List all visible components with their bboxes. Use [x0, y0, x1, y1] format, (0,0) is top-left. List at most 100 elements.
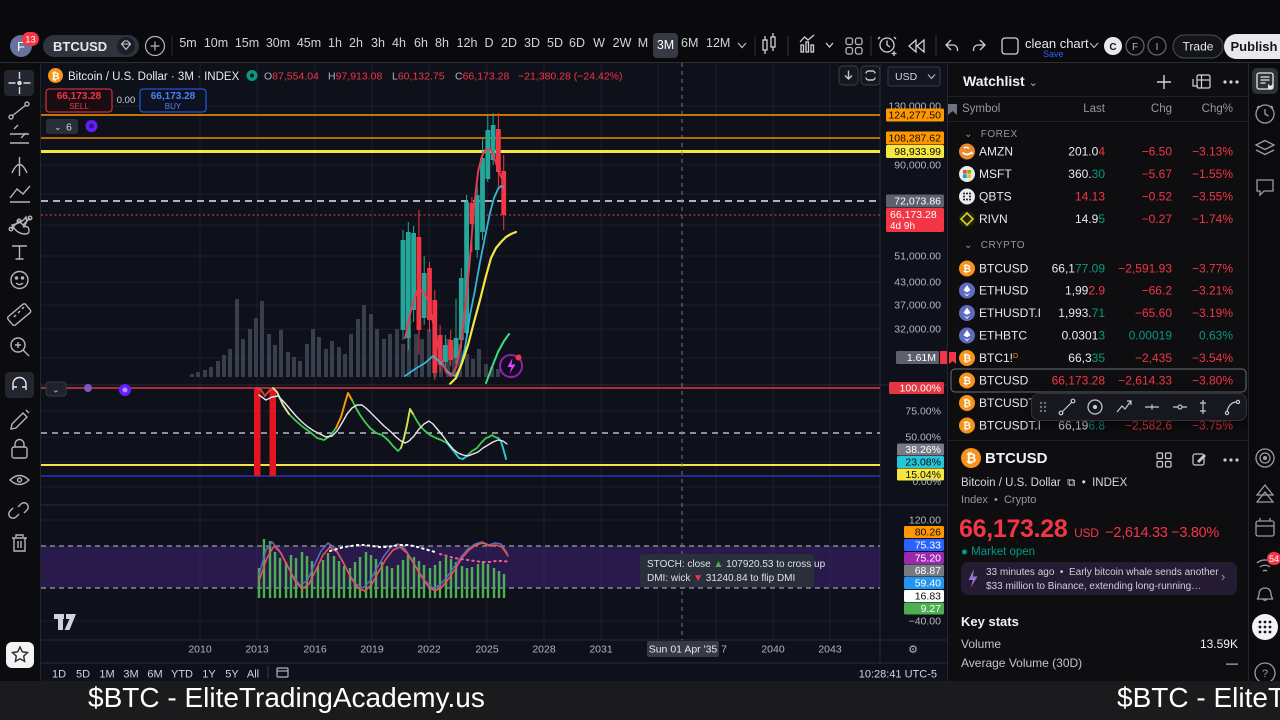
svg-text:₿: ₿: [963, 263, 971, 275]
svg-text:1,993.71: 1,993.71: [1058, 306, 1105, 320]
svg-text:BTCUSDT.I: BTCUSDT.I: [979, 419, 1041, 433]
svg-text:RIVN: RIVN: [979, 212, 1008, 226]
svg-text:66,173.28: 66,173.28: [890, 209, 937, 221]
svg-text:5D: 5D: [76, 669, 90, 681]
svg-text:2040: 2040: [761, 644, 785, 656]
svg-text:66,177.09: 66,177.09: [1052, 262, 1106, 276]
svg-text:ETHUSDT.I: ETHUSDT.I: [979, 306, 1041, 320]
svg-text:−5.67: −5.67: [1142, 167, 1173, 181]
svg-text:−3.55%: −3.55%: [1192, 190, 1233, 204]
svg-text:6: 6: [66, 122, 72, 134]
svg-text:−3.77%: −3.77%: [1192, 262, 1233, 276]
svg-text:2031: 2031: [589, 644, 613, 656]
svg-text:66,173.28: 66,173.28: [57, 91, 102, 102]
svg-text:2010: 2010: [188, 644, 212, 656]
svg-text:−3.80%: −3.80%: [1192, 374, 1233, 388]
svg-text:37,000.00: 37,000.00: [894, 300, 941, 312]
svg-text:−40.00: −40.00: [909, 616, 942, 628]
svg-text:₿: ₿: [963, 353, 971, 365]
svg-text:−2,435: −2,435: [1135, 351, 1172, 365]
svg-text:108,287.62: 108,287.62: [888, 133, 941, 145]
svg-text:−21,380.28 (−24.42%): −21,380.28 (−24.42%): [518, 71, 623, 83]
svg-text:4d 9h: 4d 9h: [890, 221, 915, 232]
svg-text:All: All: [247, 669, 259, 681]
svg-text:BTCUSD: BTCUSD: [979, 262, 1029, 276]
svg-text:−0.27: −0.27: [1142, 212, 1173, 226]
svg-text:66,173.28: 66,173.28: [151, 91, 196, 102]
svg-text:I: I: [1156, 42, 1159, 53]
svg-text:H97,913.08: H97,913.08: [328, 71, 382, 83]
svg-text:2013: 2013: [245, 644, 269, 656]
svg-text:−2,591.93: −2,591.93: [1118, 262, 1172, 276]
svg-text:75.00%: 75.00%: [905, 406, 941, 418]
svg-text:38.26%: 38.26%: [905, 444, 941, 456]
svg-text:BTCUSDT.: BTCUSDT.: [979, 396, 1038, 410]
svg-text:−3.13%: −3.13%: [1192, 145, 1233, 159]
svg-text:0.00%: 0.00%: [913, 477, 941, 488]
svg-text:360.30: 360.30: [1068, 167, 1105, 181]
svg-text:0.63%: 0.63%: [1199, 329, 1233, 343]
svg-text:F: F: [17, 39, 25, 54]
svg-text:3M: 3M: [123, 669, 138, 681]
svg-text:7: 7: [721, 644, 727, 656]
svg-text:BTCUSD: BTCUSD: [53, 39, 107, 54]
svg-text:43,000.00: 43,000.00: [894, 277, 941, 289]
svg-text:O87,554.04: O87,554.04: [264, 71, 319, 83]
svg-text:−3.21%: −3.21%: [1192, 284, 1233, 298]
svg-text:Bitcoin / U.S. Dollar · 3M · I: Bitcoin / U.S. Dollar · 3M · INDEX: [68, 71, 240, 83]
svg-text:1D: 1D: [52, 669, 66, 681]
svg-text:YTD: YTD: [171, 669, 193, 681]
svg-text:80.26: 80.26: [915, 527, 941, 539]
svg-text:−2,614.33: −2,614.33: [1118, 374, 1172, 388]
svg-text:75.33: 75.33: [915, 540, 941, 552]
svg-text:68.87: 68.87: [915, 565, 941, 577]
svg-text:₿: ₿: [963, 398, 971, 410]
svg-text:14.95: 14.95: [1075, 212, 1105, 226]
svg-text:14.13: 14.13: [1075, 190, 1105, 204]
svg-text:₿: ₿: [963, 375, 971, 387]
svg-text:59.40: 59.40: [915, 578, 941, 590]
svg-text:0.00019: 0.00019: [1129, 329, 1173, 343]
svg-text:SELL: SELL: [69, 102, 89, 111]
svg-text:6M: 6M: [147, 669, 162, 681]
svg-text:2043: 2043: [818, 644, 842, 656]
svg-text:100.00%: 100.00%: [900, 383, 941, 395]
svg-text:DMI: wick ▼ 31240.84 to flip D: DMI: wick ▼ 31240.84 to flip DMI: [647, 573, 795, 584]
svg-text:−0.52: −0.52: [1142, 190, 1173, 204]
svg-text:2025: 2025: [475, 644, 499, 656]
svg-text:⌄: ⌄: [52, 385, 60, 395]
svg-text:−3.75%: −3.75%: [1192, 419, 1233, 433]
svg-text:15.04%: 15.04%: [905, 469, 941, 481]
svg-text:2022: 2022: [417, 644, 441, 656]
svg-text:BUY: BUY: [165, 102, 182, 111]
svg-text:₿: ₿: [966, 451, 977, 466]
svg-text:−2,582.6: −2,582.6: [1125, 419, 1172, 433]
svg-text:ETHUSD: ETHUSD: [979, 284, 1029, 298]
svg-text:MSFT: MSFT: [979, 167, 1012, 181]
svg-text:Sun 01 Apr '35: Sun 01 Apr '35: [649, 644, 718, 656]
svg-text:66,173.28: 66,173.28: [1052, 374, 1106, 388]
svg-text:QBTS: QBTS: [979, 190, 1012, 204]
svg-text:₿: ₿: [963, 420, 971, 432]
svg-text:1Y: 1Y: [202, 669, 216, 681]
svg-text:90,000.00: 90,000.00: [894, 160, 941, 172]
svg-text:−6.50: −6.50: [1142, 145, 1173, 159]
svg-text:120.00: 120.00: [909, 515, 941, 527]
svg-text:66,196.8: 66,196.8: [1058, 419, 1105, 433]
svg-text:BTC1!D: BTC1!D: [979, 351, 1018, 365]
svg-text:−65.60: −65.60: [1135, 306, 1172, 320]
svg-text:10:28:41 UTC-5: 10:28:41 UTC-5: [859, 669, 937, 681]
svg-text:AMZN: AMZN: [979, 145, 1013, 159]
svg-text:66,335: 66,335: [1068, 351, 1105, 365]
svg-text:51,000.00: 51,000.00: [894, 251, 941, 263]
svg-text:32,000.00: 32,000.00: [894, 324, 941, 336]
svg-text:2028: 2028: [532, 644, 556, 656]
svg-text:Trade: Trade: [1183, 40, 1214, 54]
svg-text:72,073.86: 72,073.86: [894, 196, 941, 208]
svg-text:13: 13: [25, 35, 36, 46]
svg-text:1.61M: 1.61M: [907, 352, 936, 364]
svg-text:5Y: 5Y: [225, 669, 239, 681]
svg-text:ETHBTC: ETHBTC: [979, 329, 1027, 343]
svg-text:−3.54%: −3.54%: [1192, 351, 1233, 365]
svg-text:−1.74%: −1.74%: [1192, 212, 1233, 226]
